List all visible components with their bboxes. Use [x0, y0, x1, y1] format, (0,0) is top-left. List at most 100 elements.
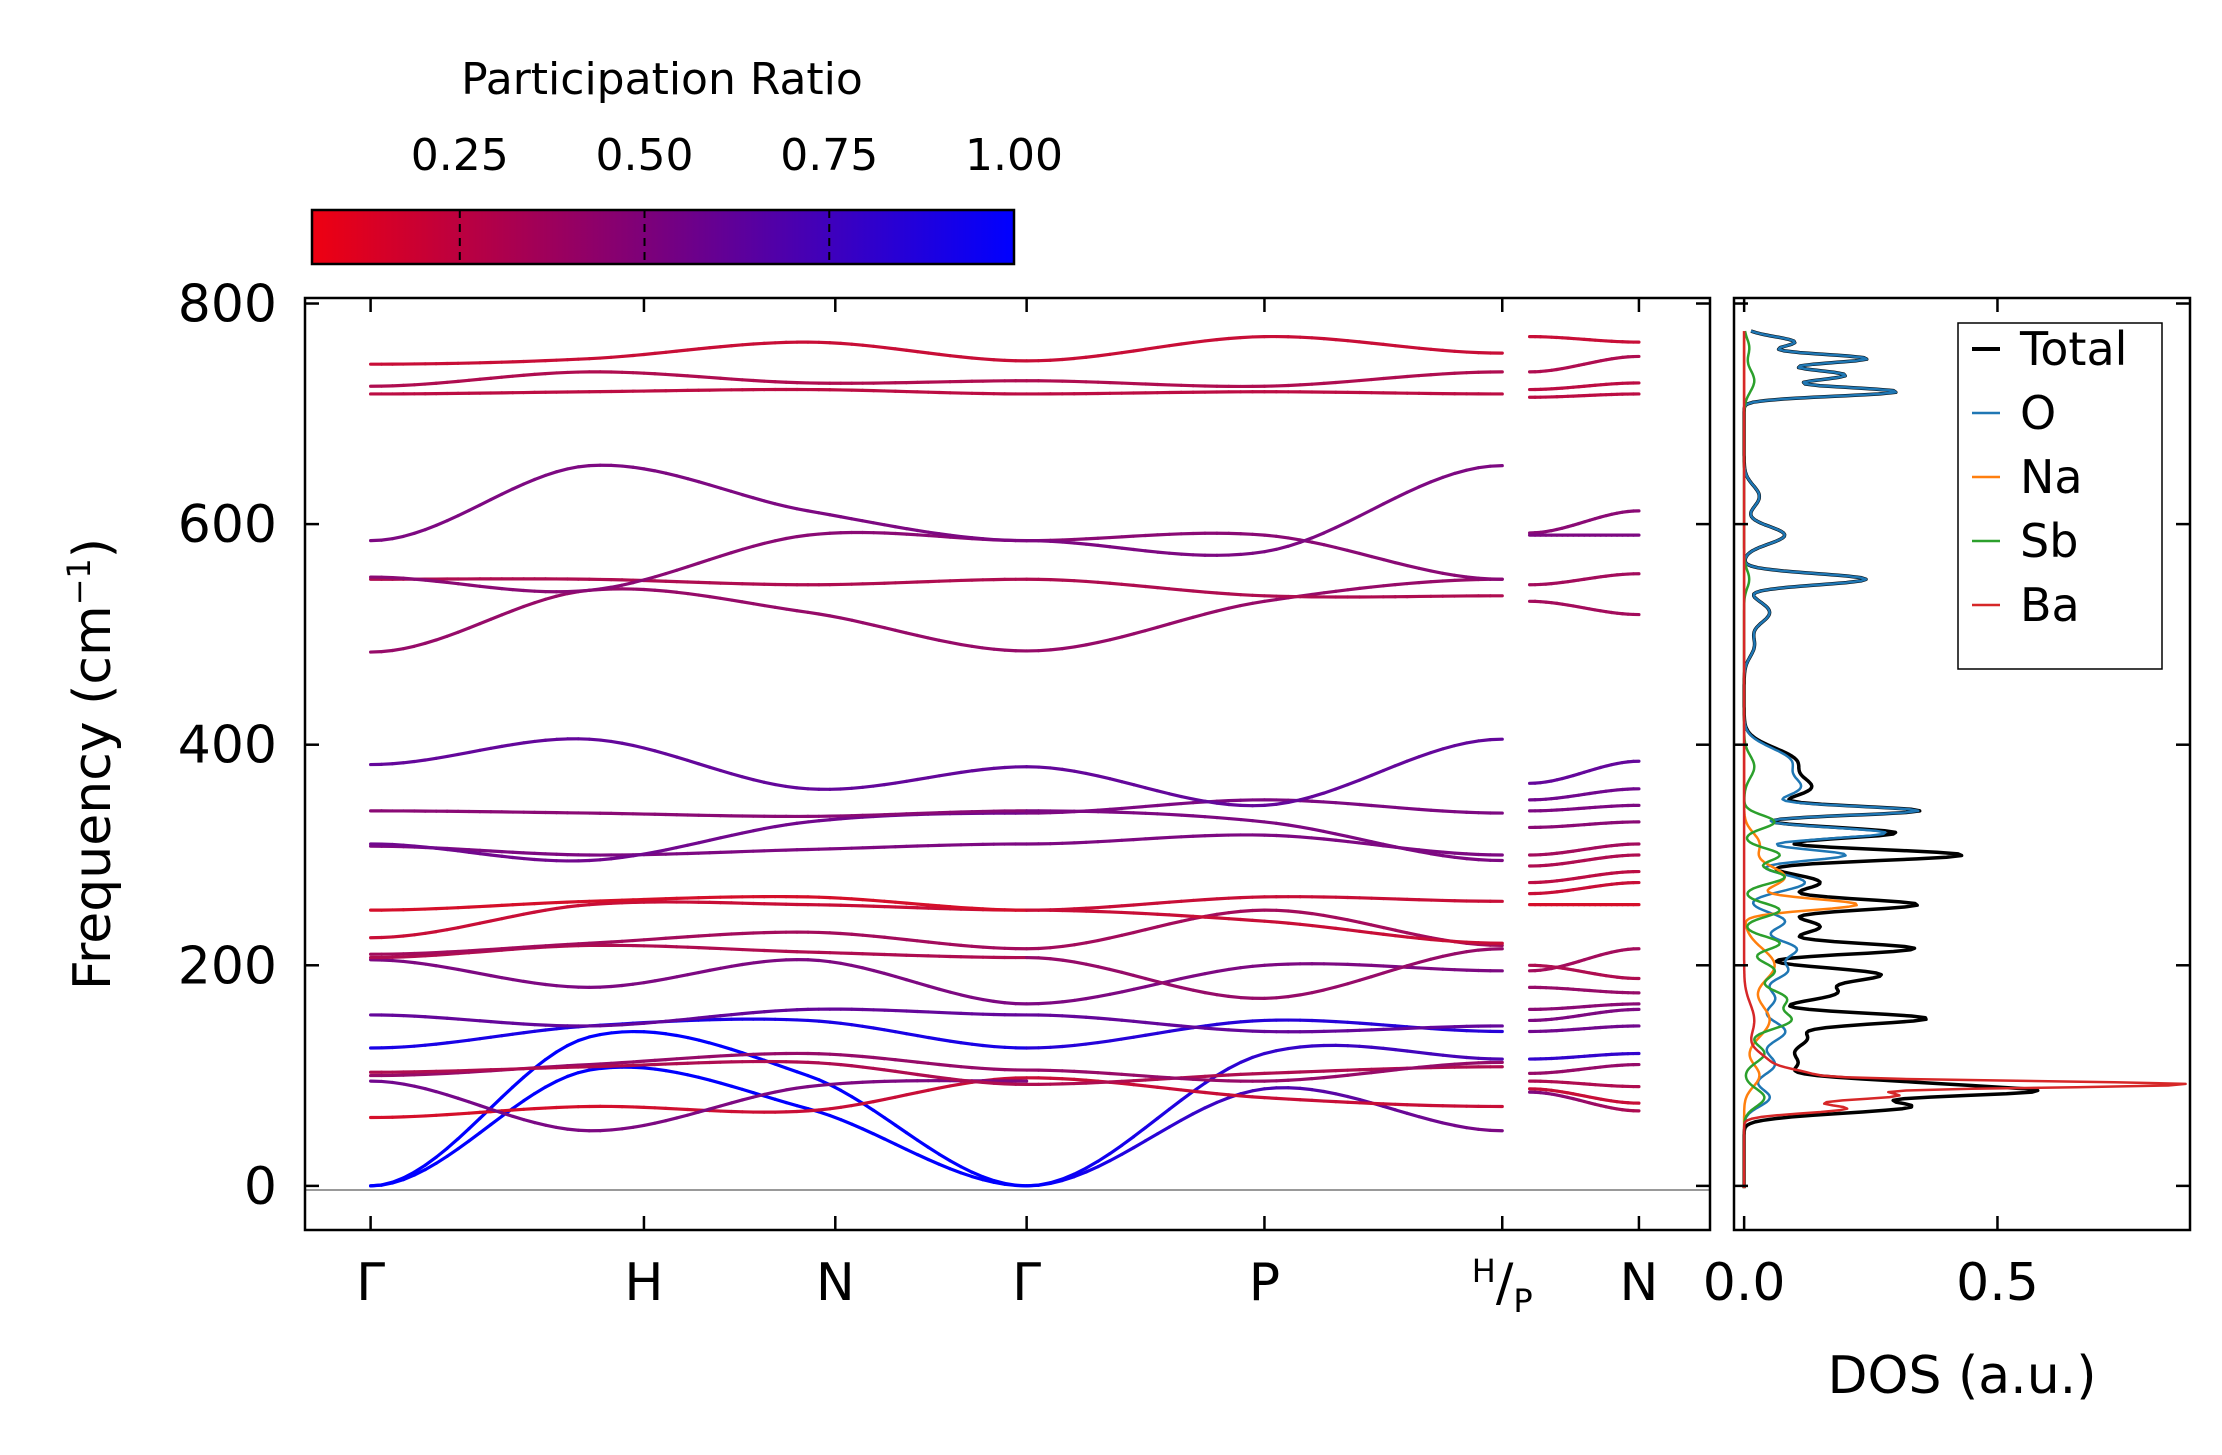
band-segment — [1381, 583, 1397, 588]
band-segment — [620, 741, 635, 748]
band-segment — [1310, 531, 1326, 540]
legend-label-na: Na — [2020, 450, 2083, 504]
band-segment — [718, 1101, 734, 1108]
band-segment — [456, 1038, 471, 1044]
band-segment — [1239, 601, 1255, 608]
band-segment — [959, 642, 974, 648]
band-segment — [1203, 799, 1219, 805]
band-segment — [839, 616, 854, 622]
band-segment — [533, 1023, 548, 1027]
band-segment — [926, 351, 941, 356]
band-segment — [500, 914, 515, 921]
band-segment — [1322, 525, 1338, 535]
band-segment — [1215, 993, 1231, 998]
band-segment — [981, 1080, 996, 1085]
band-segment — [1274, 833, 1290, 838]
dos-frame — [1732, 296, 2192, 1232]
band-segment — [1108, 1037, 1124, 1043]
band-segment — [664, 752, 679, 759]
band-segment — [1357, 1021, 1374, 1026]
band-segment — [379, 958, 395, 963]
band-segment — [467, 848, 482, 852]
band-segment — [904, 1071, 919, 1077]
band-segment — [1286, 921, 1302, 926]
band-segment — [653, 749, 668, 756]
band-segment — [1322, 800, 1338, 805]
band-segment — [1060, 958, 1076, 964]
band-segment — [576, 941, 591, 946]
band-segment — [423, 1113, 438, 1118]
dos-legend: Total O Na Sb Ba — [1957, 322, 2163, 670]
band-segment — [1429, 372, 1445, 377]
band-segment — [1215, 1027, 1231, 1032]
colorbar-tick-labels: 0.25 0.50 0.75 1.00 — [411, 130, 1063, 181]
band-segment — [434, 634, 449, 642]
band-segment — [1369, 584, 1385, 589]
band-segment — [434, 1015, 449, 1020]
band-segment — [697, 762, 712, 769]
y-axis-label-main: Frequency (cm — [63, 605, 123, 990]
band-segment — [1120, 930, 1136, 937]
band-segment — [871, 783, 887, 788]
band-segment — [1262, 1086, 1278, 1091]
band-segment — [1393, 1108, 1409, 1115]
band-segment — [587, 1032, 602, 1039]
band-segment — [817, 531, 832, 536]
band-segment — [1108, 777, 1124, 784]
band-segment — [926, 530, 941, 536]
band-segment — [948, 533, 963, 539]
band-segment — [1262, 996, 1278, 1000]
band-segment — [1417, 807, 1433, 812]
band-segment — [1262, 962, 1278, 967]
band-segment — [729, 931, 744, 936]
band-segment — [1227, 1072, 1243, 1077]
band-segment — [1084, 1165, 1100, 1174]
band-segment — [1167, 1023, 1183, 1028]
band-segment — [904, 1090, 919, 1097]
band-segment — [1143, 584, 1160, 590]
band-segment — [1346, 834, 1362, 841]
band-segment — [959, 905, 974, 910]
band-segment — [1310, 988, 1326, 995]
band-segment — [1405, 1049, 1421, 1055]
band-segment — [1203, 991, 1219, 997]
band-segment — [1108, 1071, 1124, 1076]
band-segment — [1464, 350, 1481, 355]
band-segment — [1310, 1076, 1326, 1081]
band-segment — [1464, 1055, 1481, 1060]
band-segment — [1310, 381, 1326, 386]
band-segment — [1334, 982, 1350, 989]
band-segment — [1369, 502, 1385, 512]
band-segment — [1072, 840, 1088, 845]
band-segment — [882, 1116, 898, 1127]
band-segment — [1155, 1075, 1171, 1080]
band-segment — [554, 592, 570, 598]
band-segment — [379, 762, 395, 766]
band-segment — [1143, 625, 1160, 633]
band-segment — [522, 1091, 537, 1103]
band-segment — [773, 1008, 788, 1013]
band-segment — [1096, 543, 1112, 549]
band-segment — [850, 963, 865, 970]
band-segment — [1369, 768, 1385, 777]
band-segment — [1143, 901, 1160, 906]
band-segment — [1203, 815, 1219, 820]
band-segment — [937, 1075, 952, 1081]
band-segment — [882, 781, 898, 787]
band-segment — [1405, 847, 1421, 854]
band-segment — [1417, 936, 1433, 942]
y-axis-label-close: ) — [63, 538, 123, 558]
band-segment — [937, 941, 952, 946]
band-segment — [1369, 842, 1385, 848]
band-segment — [948, 1077, 963, 1082]
band-segment — [1167, 1027, 1183, 1033]
band-segment — [686, 374, 701, 379]
band-segment — [511, 588, 526, 593]
band-segment — [489, 853, 504, 858]
band-segment — [970, 944, 985, 949]
band-segment — [489, 1020, 504, 1025]
band-segment — [379, 1079, 395, 1085]
band-segment — [904, 631, 919, 638]
band-segment — [926, 1061, 941, 1067]
band-segment — [533, 981, 548, 987]
